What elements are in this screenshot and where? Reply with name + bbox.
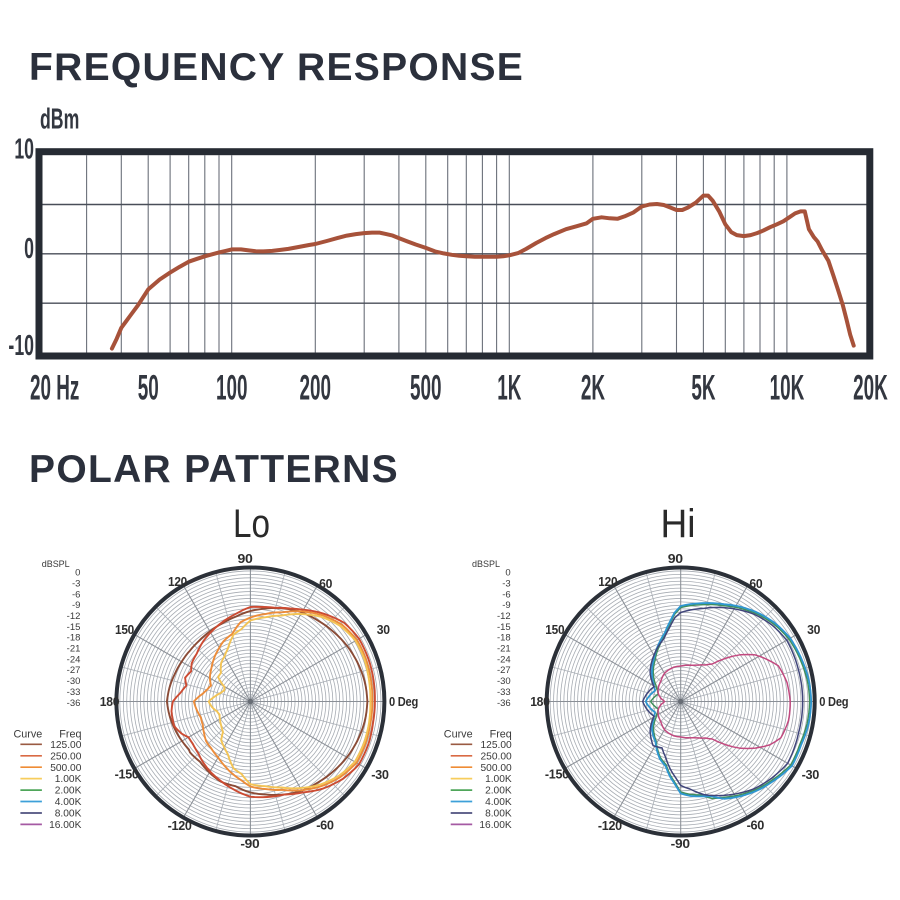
svg-text:200: 200 [300,368,332,407]
svg-text:120: 120 [598,574,617,589]
svg-text:-6: -6 [72,589,80,600]
svg-text:-30: -30 [371,767,389,782]
svg-text:-150: -150 [115,767,139,782]
svg-text:Lo: Lo [233,502,270,546]
svg-text:4.00K: 4.00K [485,797,512,808]
svg-text:-60: -60 [316,818,334,833]
svg-text:180: 180 [100,694,120,709]
svg-text:1.00K: 1.00K [55,774,82,785]
svg-text:dBSPL: dBSPL [42,559,70,570]
svg-text:-120: -120 [598,818,622,833]
svg-text:-30: -30 [802,767,820,782]
svg-text:120: 120 [168,574,187,589]
svg-text:-60: -60 [747,818,765,833]
svg-text:60: 60 [749,576,762,591]
svg-text:-3: -3 [502,579,510,590]
svg-text:Curve: Curve [13,729,42,741]
svg-text:-9: -9 [72,600,80,611]
svg-text:16.00K: 16.00K [49,820,81,831]
svg-text:-15: -15 [497,622,511,633]
svg-text:-27: -27 [497,665,511,676]
svg-text:30: 30 [377,622,390,637]
svg-text:8.00K: 8.00K [485,809,512,820]
svg-text:Freq: Freq [490,729,512,741]
svg-text:-33: -33 [67,687,81,698]
svg-text:10K: 10K [770,368,805,407]
svg-text:-9: -9 [502,600,510,611]
svg-text:-36: -36 [67,698,81,709]
svg-text:-3: -3 [72,579,80,590]
svg-text:-36: -36 [497,698,511,709]
svg-text:-90: -90 [671,836,690,851]
svg-text:dBm: dBm [40,103,79,136]
svg-text:-27: -27 [67,665,81,676]
svg-text:125.00: 125.00 [481,740,512,751]
svg-text:-15: -15 [67,622,81,633]
svg-text:-18: -18 [497,633,511,644]
svg-text:-21: -21 [67,644,81,655]
svg-text:Hi: Hi [661,502,696,546]
svg-text:0: 0 [24,233,34,266]
svg-text:-90: -90 [240,836,259,851]
svg-text:500.00: 500.00 [481,763,512,774]
svg-text:2.00K: 2.00K [485,786,512,797]
svg-text:-21: -21 [497,644,511,655]
svg-text:180: 180 [530,694,550,709]
svg-text:20 Hz: 20 Hz [30,368,79,407]
svg-text:0: 0 [505,568,510,579]
svg-text:50: 50 [138,368,159,407]
svg-text:60: 60 [319,576,332,591]
svg-text:16.00K: 16.00K [479,820,511,831]
svg-text:-150: -150 [545,767,569,782]
svg-text:1K: 1K [497,368,522,407]
svg-text:150: 150 [115,622,134,637]
svg-text:4.00K: 4.00K [55,797,82,808]
svg-text:-6: -6 [502,589,510,600]
svg-text:-33: -33 [497,687,511,698]
svg-text:250.00: 250.00 [481,751,512,762]
svg-text:0 Deg: 0 Deg [389,694,418,709]
svg-text:dBSPL: dBSPL [472,559,500,570]
svg-text:500.00: 500.00 [50,763,81,774]
svg-text:2.00K: 2.00K [55,786,82,797]
svg-text:20K: 20K [853,368,888,407]
svg-text:30: 30 [807,622,820,637]
svg-text:-30: -30 [67,676,81,687]
svg-text:2K: 2K [581,368,606,407]
svg-text:Curve: Curve [444,729,473,741]
svg-text:-24: -24 [67,654,81,665]
svg-text:8.00K: 8.00K [55,809,82,820]
svg-text:-10: -10 [8,330,34,363]
svg-text:500: 500 [410,368,442,407]
svg-text:-24: -24 [497,654,511,665]
svg-text:125.00: 125.00 [50,740,81,751]
svg-text:-30: -30 [497,676,511,687]
svg-text:-120: -120 [168,818,192,833]
svg-text:-18: -18 [67,633,81,644]
svg-text:-12: -12 [67,611,81,622]
svg-text:90: 90 [238,551,253,566]
svg-text:10: 10 [14,133,34,166]
svg-text:Freq: Freq [59,729,81,741]
svg-text:1.00K: 1.00K [485,774,512,785]
svg-text:0: 0 [75,568,80,579]
svg-text:150: 150 [545,622,564,637]
svg-text:0 Deg: 0 Deg [819,694,848,709]
svg-text:5K: 5K [691,368,716,407]
svg-text:250.00: 250.00 [50,751,81,762]
svg-text:-12: -12 [497,611,511,622]
svg-text:100: 100 [216,368,248,407]
svg-text:90: 90 [668,551,683,566]
